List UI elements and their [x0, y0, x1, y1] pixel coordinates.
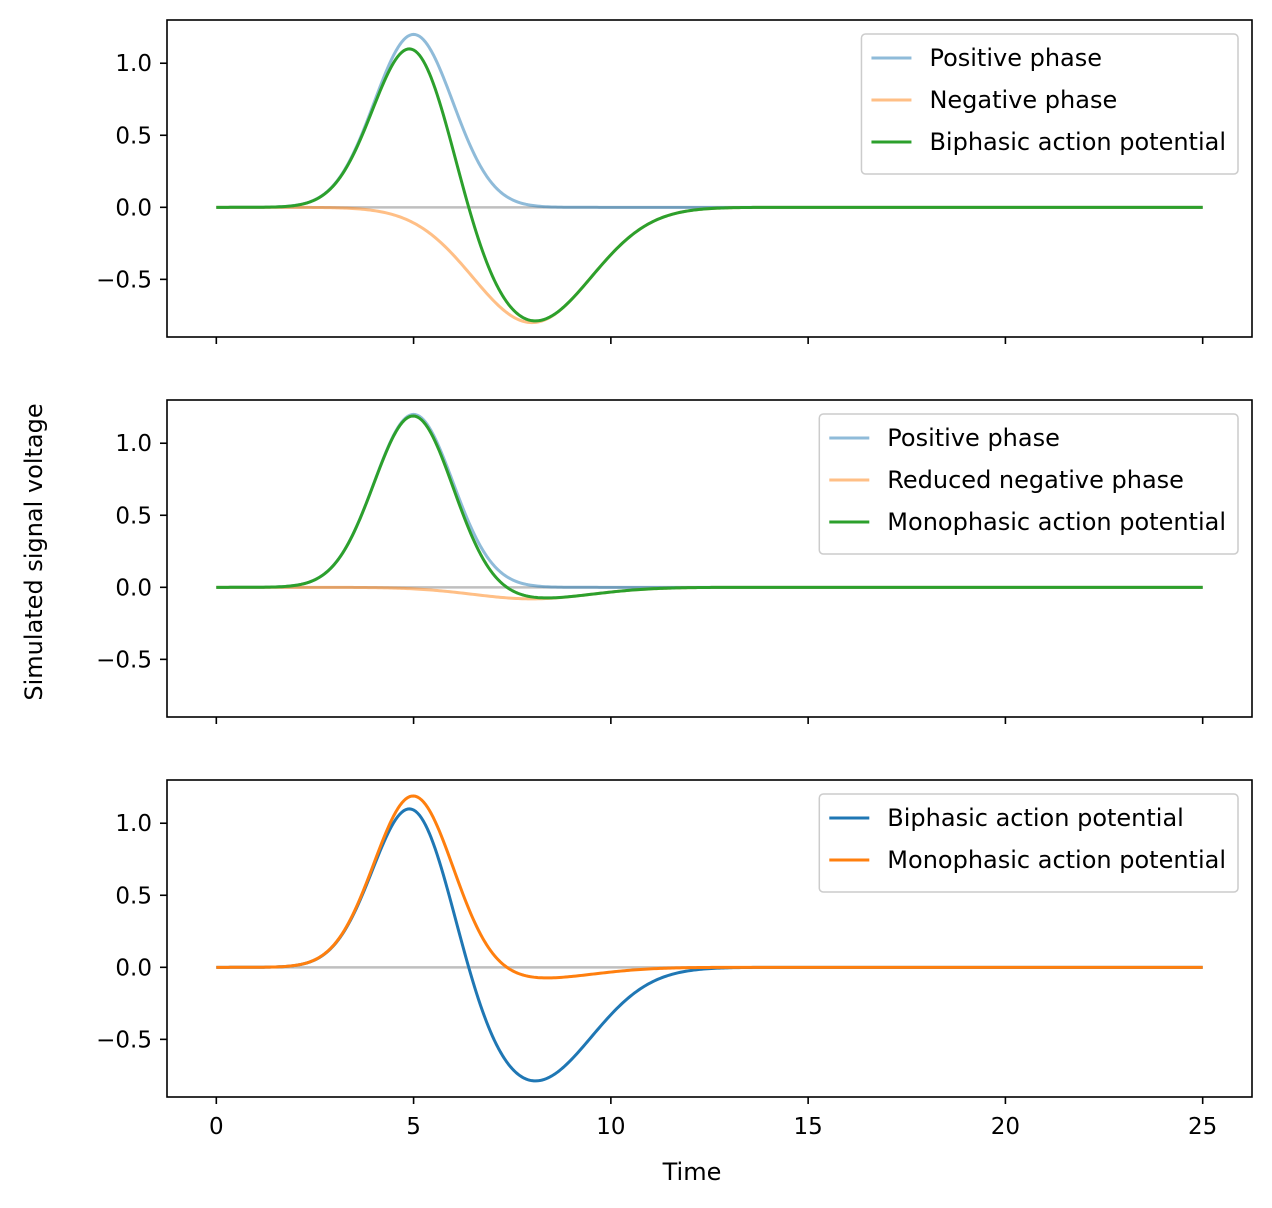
x-tick-label: 15 [793, 1114, 822, 1140]
subplots: 1.0 0.5 0.0 −0.5 Positive phase Negative phas… [96, 19, 1253, 1140]
legend: Positive phase Reduced negative phase Mono… [818, 413, 1239, 555]
x-tick-label: 20 [991, 1114, 1020, 1140]
series-line-2 [216, 585, 1203, 601]
series-line-2 [216, 794, 1203, 980]
subplot-2: 1.0 0.5 0.0 −0.5 Positive phase Reduced negat… [96, 399, 1253, 724]
x-tick-label: 0 [209, 1114, 224, 1140]
legend-label: Positive phase [929, 44, 1102, 72]
y-tick-label: −0.5 [96, 267, 152, 293]
legend-label: Biphasic action potential [929, 128, 1226, 156]
y-tick-label: 1.0 [115, 431, 152, 457]
y-tick-label: 0.0 [115, 955, 152, 981]
x-axis-title: Time [662, 1158, 722, 1186]
y-tick-label: 0.0 [115, 195, 152, 221]
axes-frame [166, 19, 1253, 338]
subplot-3: 1.0 0.5 0.0 −0.5 0 5 10 15 20 25 Biphasic action p… [96, 779, 1253, 1140]
legend-label: Negative phase [929, 86, 1117, 114]
x-tick-label: 10 [596, 1114, 625, 1140]
y-tick-label: 0.5 [115, 503, 152, 529]
legend-frame [818, 793, 1239, 893]
series-line-3 [216, 47, 1203, 323]
y-tick-label: 1.0 [115, 811, 152, 837]
y-tick-label: 1.0 [115, 51, 152, 77]
legend-frame [818, 413, 1239, 555]
x-tick-label: 5 [406, 1114, 421, 1140]
x-tick-label: 25 [1188, 1114, 1217, 1140]
y-tick-label: 0.5 [115, 883, 152, 909]
legend: Biphasic action potential Monophasic acti… [818, 793, 1239, 893]
y-tick-label: −0.5 [96, 647, 152, 673]
y-tick-label: 0.0 [115, 575, 152, 601]
y-tick-label: −0.5 [96, 1027, 152, 1053]
axes-frame [166, 399, 1253, 718]
series-line-2 [216, 205, 1203, 325]
legend-label: Monophasic action potential [887, 846, 1226, 874]
legend: Positive phase Negative phase Biphasic act… [860, 33, 1239, 175]
legend-label: Biphasic action potential [887, 804, 1184, 832]
legend-frame [860, 33, 1239, 175]
axes-frame [166, 779, 1253, 1098]
legend-label: Reduced negative phase [887, 466, 1184, 494]
y-axis-title: Simulated signal voltage [20, 403, 48, 700]
legend-label: Monophasic action potential [887, 508, 1226, 536]
subplot-1: 1.0 0.5 0.0 −0.5 Positive phase Negative phas… [96, 19, 1253, 344]
legend-label: Positive phase [887, 424, 1060, 452]
y-tick-label: 0.5 [115, 123, 152, 149]
series-line-3 [216, 414, 1203, 600]
